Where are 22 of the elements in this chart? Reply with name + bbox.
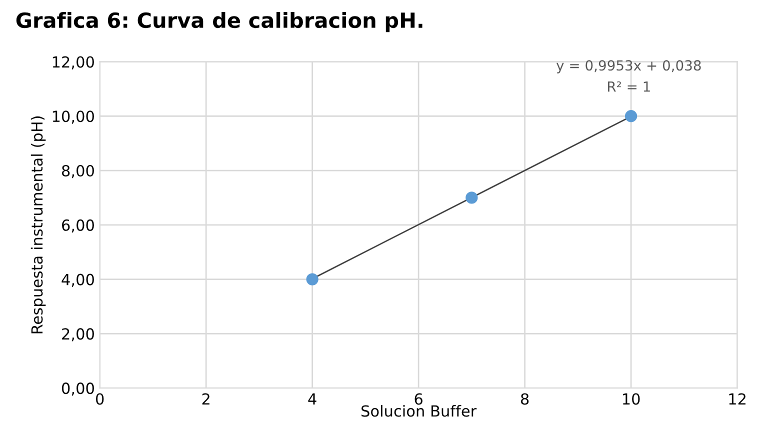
x-tick-label: 6 [414, 393, 422, 405]
x-tick-label: 2 [202, 393, 210, 405]
point [306, 273, 318, 286]
x-tick-label: 4 [308, 393, 316, 405]
x-tick-label: 0 [96, 393, 104, 405]
annotation: R² = 1 [608, 81, 650, 92]
y-tick-label: 12,00 [52, 56, 94, 70]
y-tick-label: 8,00 [62, 164, 94, 178]
x-tick-label: 12 [729, 393, 746, 405]
y-axis-title: Respuesta instrumental (pH) [30, 116, 46, 334]
y-tick-label: 6,00 [62, 219, 94, 232]
annotation: y = 0,9953x + 0,038 [556, 60, 701, 74]
y-tick-label: 0,00 [62, 382, 94, 396]
y-tick-label: 10,00 [52, 110, 94, 124]
x-tick-label: 8 [520, 393, 529, 405]
x-tick-label: 10 [623, 393, 640, 405]
y-tick-label: 4,00 [62, 274, 94, 287]
point [466, 192, 478, 204]
y-tick-label: 2,00 [62, 328, 94, 342]
chart-title: Grafica 6: Curva de calibracion pH. [16, 12, 422, 32]
x-axis-title: Solucion Buffer [362, 404, 477, 417]
point [624, 110, 638, 122]
